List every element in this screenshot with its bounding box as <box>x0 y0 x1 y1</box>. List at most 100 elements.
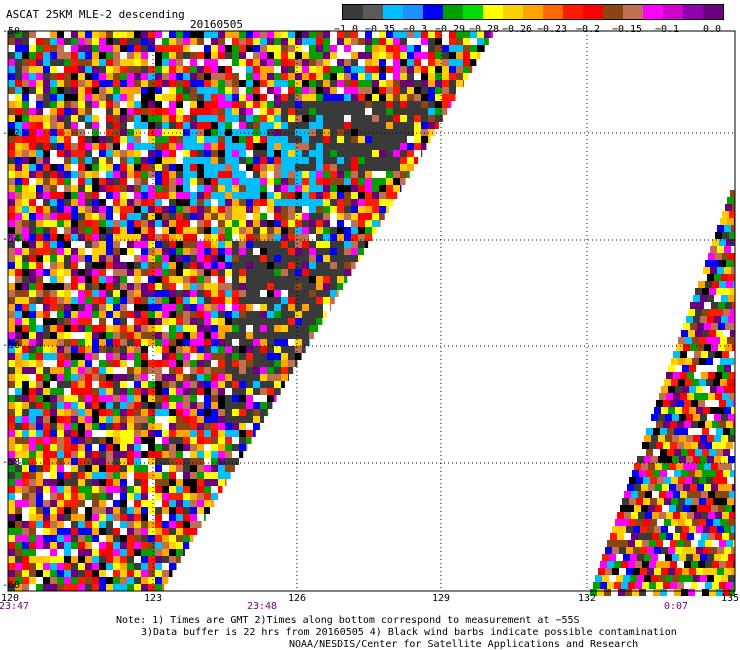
data-cell <box>141 45 148 52</box>
data-cell <box>295 171 302 178</box>
data-cell <box>169 45 176 52</box>
data-cell <box>358 241 365 248</box>
data-cell <box>681 330 688 337</box>
data-cell <box>127 136 134 143</box>
data-cell <box>127 353 134 360</box>
data-cell <box>57 332 64 339</box>
data-cell <box>693 414 700 421</box>
data-cell <box>127 31 134 38</box>
data-cell <box>43 129 50 136</box>
data-cell <box>696 526 703 533</box>
data-cell <box>78 374 85 381</box>
data-cell <box>680 351 687 358</box>
data-cell <box>148 59 155 66</box>
data-cell <box>169 171 176 178</box>
data-cell <box>463 52 470 59</box>
data-cell <box>29 472 36 479</box>
data-cell <box>729 372 735 379</box>
data-cell <box>225 241 232 248</box>
data-cell <box>85 206 92 213</box>
data-cell <box>155 465 162 472</box>
data-cell <box>57 311 64 318</box>
data-cell <box>113 206 120 213</box>
data-cell <box>218 451 225 458</box>
data-cell <box>78 325 85 332</box>
data-cell <box>113 143 120 150</box>
data-cell <box>162 486 169 493</box>
data-cell <box>288 94 295 101</box>
data-cell <box>330 192 337 199</box>
data-cell <box>50 493 57 500</box>
data-cell <box>610 533 617 540</box>
data-cell <box>78 367 85 374</box>
data-cell <box>71 31 78 38</box>
data-cell <box>204 192 211 199</box>
data-cell <box>337 101 344 108</box>
data-cell <box>176 325 183 332</box>
data-cell <box>288 297 295 304</box>
data-cell <box>711 302 718 309</box>
data-cell <box>64 136 71 143</box>
data-cell <box>169 339 176 346</box>
data-cell <box>155 423 162 430</box>
data-cell <box>155 556 162 563</box>
data-cell <box>50 192 57 199</box>
data-cell <box>36 115 43 122</box>
data-cell <box>176 451 183 458</box>
data-cell <box>708 253 715 260</box>
data-cell <box>176 73 183 80</box>
data-cell <box>99 304 106 311</box>
data-cell <box>710 246 717 253</box>
data-cell <box>155 31 162 38</box>
data-cell <box>393 185 400 192</box>
data-cell <box>134 318 141 325</box>
data-cell <box>204 206 211 213</box>
data-cell <box>120 136 127 143</box>
colorbar-swatch <box>663 5 683 19</box>
data-cell <box>330 157 337 164</box>
data-cell <box>8 199 15 206</box>
data-cell <box>365 108 372 115</box>
data-cell <box>316 290 323 297</box>
data-cell <box>113 437 120 444</box>
data-cell <box>57 73 64 80</box>
data-cell <box>43 570 50 577</box>
data-cell <box>295 73 302 80</box>
data-cell <box>204 150 211 157</box>
data-cell <box>288 108 295 115</box>
data-cell <box>725 484 732 491</box>
data-cell <box>64 108 71 115</box>
data-cell <box>64 437 71 444</box>
data-cell <box>92 465 99 472</box>
data-cell <box>204 87 211 94</box>
data-cell <box>667 589 674 596</box>
data-cell <box>692 379 699 386</box>
data-cell <box>155 136 162 143</box>
data-cell <box>651 554 658 561</box>
data-cell <box>675 407 682 414</box>
data-cell <box>162 262 169 269</box>
data-cell <box>99 101 106 108</box>
data-cell <box>267 297 274 304</box>
data-cell <box>134 507 141 514</box>
data-cell <box>155 45 162 52</box>
data-cell <box>456 87 460 94</box>
data-cell <box>288 66 295 73</box>
data-cell <box>43 318 50 325</box>
data-cell <box>246 206 253 213</box>
data-cell <box>668 386 675 393</box>
data-cell <box>204 248 211 255</box>
data-cell <box>253 262 260 269</box>
data-cell <box>197 472 204 479</box>
data-cell <box>614 540 621 547</box>
data-cell <box>672 456 679 463</box>
data-cell <box>141 584 148 591</box>
data-cell <box>428 87 435 94</box>
data-cell <box>232 444 239 451</box>
data-cell <box>288 59 295 66</box>
data-cell <box>64 297 71 304</box>
data-cell <box>36 304 43 311</box>
data-cell <box>239 192 246 199</box>
data-cell <box>85 178 92 185</box>
data-cell <box>648 505 655 512</box>
